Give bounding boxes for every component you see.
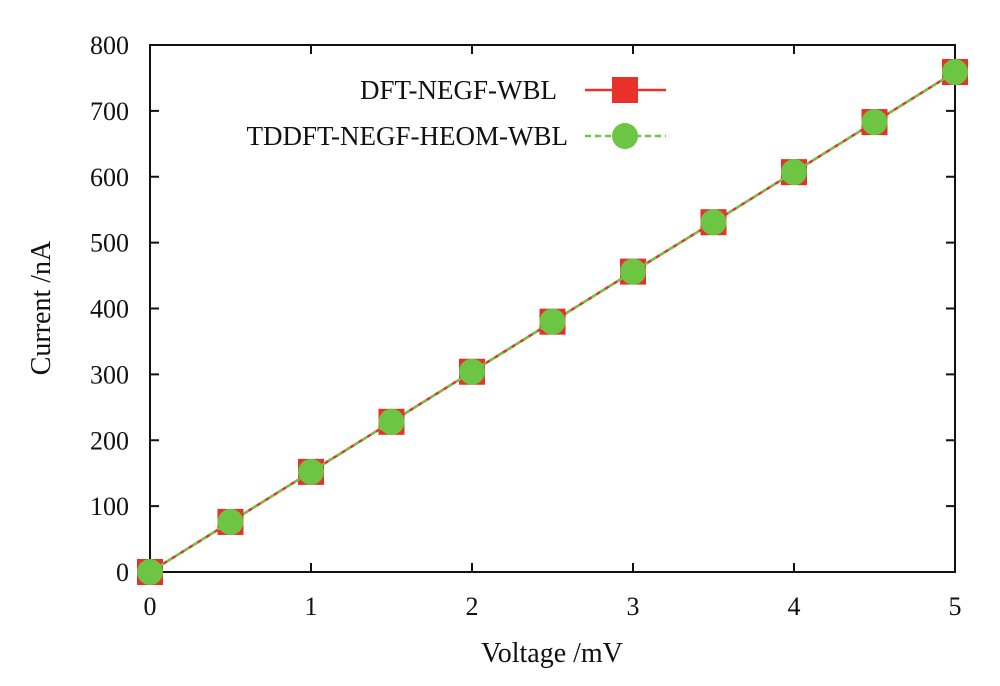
x-tick-label: 1 bbox=[305, 592, 318, 621]
y-tick-label: 800 bbox=[90, 31, 129, 60]
y-tick-label: 300 bbox=[90, 360, 129, 389]
legend-label-dft: DFT-NEGF-WBL bbox=[360, 75, 557, 105]
y-tick-label: 200 bbox=[90, 426, 129, 455]
y-tick-label: 700 bbox=[90, 97, 129, 126]
data-point-circle bbox=[700, 209, 727, 236]
x-tick-label: 3 bbox=[627, 592, 640, 621]
x-axis-label: Voltage /mV bbox=[481, 638, 623, 669]
x-tick-label: 4 bbox=[788, 592, 801, 621]
series-layer bbox=[137, 59, 968, 585]
data-point-circle bbox=[620, 258, 646, 285]
legend-marker-dft bbox=[612, 77, 638, 103]
y-tick-label: 100 bbox=[90, 492, 129, 521]
data-point-circle bbox=[217, 508, 244, 535]
legend-label-tddft: TDDFT-NEGF-HEOM-WBL bbox=[247, 121, 568, 151]
data-point-circle bbox=[137, 559, 163, 585]
data-point-circle bbox=[539, 308, 566, 335]
data-point-circle bbox=[942, 59, 968, 86]
legend-marker-tddft bbox=[612, 123, 638, 149]
data-point-circle bbox=[298, 458, 324, 485]
y-tick-label: 400 bbox=[90, 295, 129, 324]
data-point-circle bbox=[378, 408, 405, 435]
data-point-circle bbox=[861, 109, 888, 136]
y-axis-label: Current /nA bbox=[26, 240, 57, 375]
legend: DFT-NEGF-WBL TDDFT-NEGF-HEOM-WBL bbox=[247, 75, 666, 151]
y-axis-ticks: 0 100 200 300 400 500 600 700 800 bbox=[90, 31, 955, 587]
x-axis-ticks: 0 1 2 3 4 5 bbox=[144, 45, 962, 621]
y-tick-label: 500 bbox=[90, 229, 129, 258]
x-tick-label: 0 bbox=[144, 592, 157, 621]
y-tick-label: 600 bbox=[90, 163, 129, 192]
x-tick-label: 2 bbox=[466, 592, 479, 621]
data-point-circle bbox=[781, 159, 807, 186]
data-point-circle bbox=[459, 358, 485, 385]
x-tick-label: 5 bbox=[949, 592, 962, 621]
y-tick-label: 0 bbox=[116, 558, 129, 587]
series-2 bbox=[137, 59, 968, 585]
